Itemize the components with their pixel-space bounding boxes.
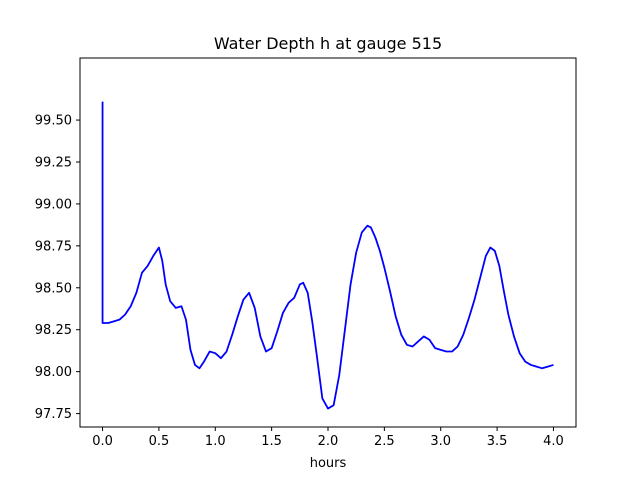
x-tick-label: 0.5 [149,434,170,449]
x-tick-label: 3.5 [487,434,508,449]
y-tick-label: 99.25 [35,155,72,170]
x-axis-ticks: 0.0 0.5 1.0 1.5 2.0 2.5 3.0 3.5 4.0 [92,427,564,449]
series-line-0 [101,101,554,410]
y-tick-label: 99.00 [35,197,72,212]
y-tick-label: 98.25 [35,323,72,338]
x-tick-label: 2.0 [318,434,339,449]
y-tick-label: 97.75 [35,407,72,422]
x-tick-label: 1.5 [261,434,282,449]
x-tick-label: 1.0 [205,434,226,449]
x-tick-label: 2.5 [374,434,395,449]
x-axis-label: hours [310,456,347,471]
y-tick-label: 98.75 [35,239,72,254]
x-tick-label: 3.0 [430,434,451,449]
y-tick-label: 98.50 [35,281,72,296]
plot-area [101,101,554,410]
plot-frame [79,57,577,428]
chart-title: Water Depth h at gauge 515 [214,34,442,53]
x-tick-label: 0.0 [92,434,113,449]
y-tick-label: 98.00 [35,365,72,380]
y-axis-ticks: 97.75 98.00 98.25 98.50 98.75 99.00 99.25 99.50 [35,114,80,422]
x-tick-label: 4.0 [543,434,564,449]
y-tick-label: 99.50 [35,114,72,129]
